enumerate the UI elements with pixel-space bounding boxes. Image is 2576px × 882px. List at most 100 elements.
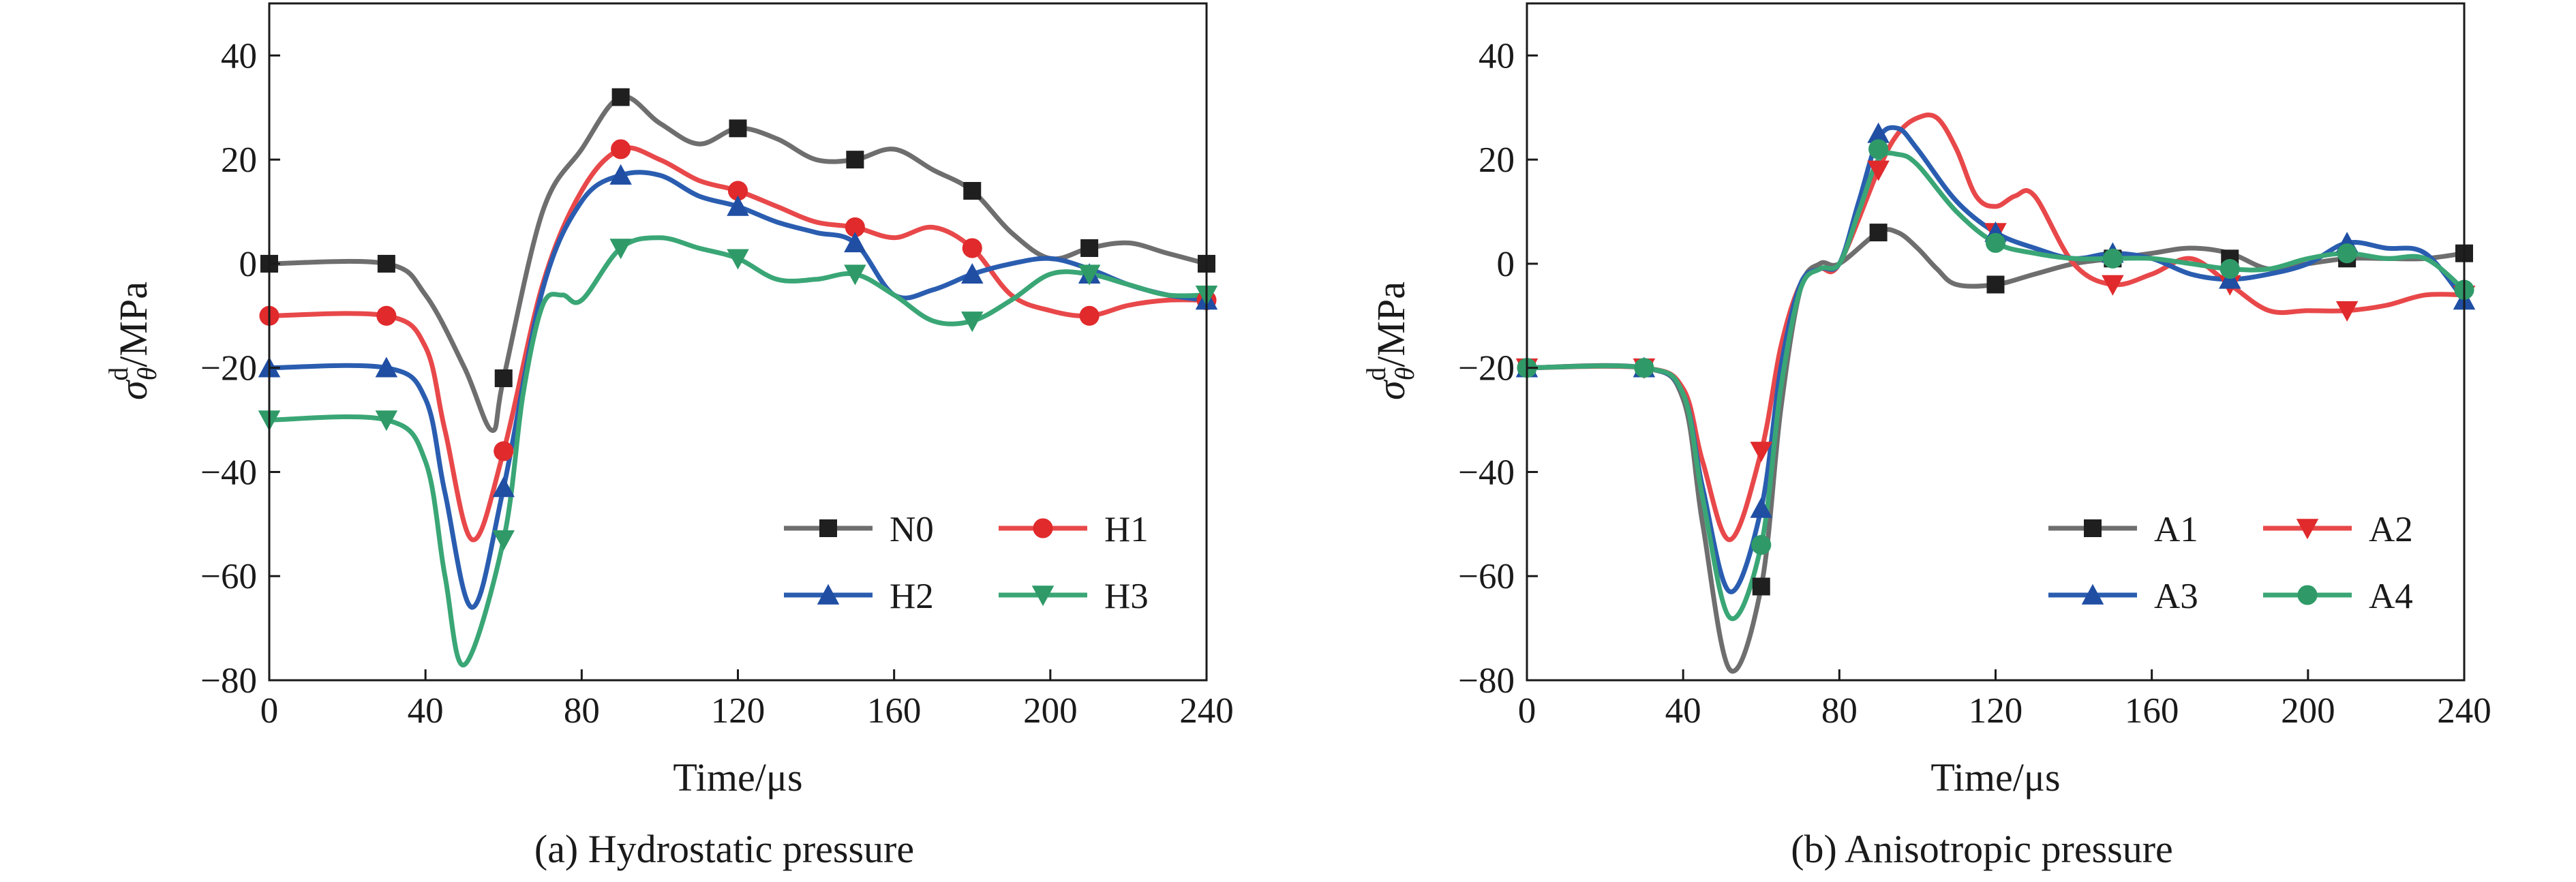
x-tick-label: 120 (711, 691, 766, 731)
marker-h2-point (609, 164, 632, 185)
x-axis: 0 40 80 120 160 200 240 (260, 669, 1234, 731)
legend-marker (819, 519, 837, 537)
y-tick-label: −80 (1458, 661, 1515, 701)
marker-h1-point (845, 217, 865, 238)
marker-h2-point (375, 356, 398, 378)
marker-h1-point (494, 441, 514, 461)
legend-marker (2081, 583, 2104, 605)
y-axis-unit: /MPa (111, 282, 155, 367)
series-line-h1 (267, 145, 1209, 543)
marker-a4-point (2219, 259, 2240, 279)
series-markers (1515, 122, 2476, 596)
series-line-a2 (1524, 112, 2467, 543)
y-axis-title: σθd/MPa (1361, 282, 1420, 400)
legend-marker (2296, 519, 2319, 540)
x-tick-label: 200 (2281, 691, 2335, 731)
x-axis: 0 40 80 120 160 200 240 (1518, 669, 2491, 731)
marker-h1-point (1079, 305, 1100, 326)
series-lines (1524, 112, 2467, 674)
marker-a1-point (1752, 577, 1770, 596)
x-tick-label: 160 (2125, 691, 2179, 731)
series-line-a4 (1524, 151, 2467, 622)
marker-h3-point (1078, 264, 1101, 286)
series-line-a1 (1524, 227, 2467, 674)
marker-a4-point (1634, 358, 1654, 378)
legend-label: H2 (890, 577, 934, 616)
x-tick-label: 160 (867, 691, 922, 731)
marker-a4-point (2102, 248, 2123, 269)
plot-frame (268, 2, 1208, 682)
legend-item-h1: H1 (999, 510, 1149, 549)
x-tick-label: 40 (1665, 691, 1701, 731)
y-axis-subscript: θ (132, 367, 162, 381)
y-tick-label: 20 (221, 140, 257, 180)
series-line-h2 (267, 170, 1209, 610)
marker-a2-point (1750, 442, 1772, 463)
marker-a1-point (1869, 224, 1888, 242)
marker-n0-point (963, 181, 982, 200)
legend-item-h2: H2 (784, 577, 934, 616)
y-axis: 40 20 0 −20 −40 −60 −80 (1458, 36, 1538, 701)
x-tick-label: 200 (1023, 691, 1078, 731)
marker-n0-point (611, 88, 630, 106)
legend-label: A1 (2154, 510, 2198, 549)
marker-h2-point (844, 232, 866, 253)
plot-frame (1526, 2, 2466, 682)
y-tick-label: −60 (200, 557, 257, 596)
marker-h1-point (727, 181, 748, 201)
legend-marker (817, 583, 840, 605)
legend-item-n0: N0 (784, 510, 934, 549)
y-tick-label: 40 (221, 36, 257, 76)
legend-item-a1: A1 (2048, 510, 2198, 549)
chart-hydrostatic-pressure: 0 40 80 120 160 200 24040200−20−40−60−80σθd/MP… (103, 2, 1234, 871)
x-tick-label: 80 (564, 691, 600, 731)
y-tick-label: −20 (200, 349, 257, 389)
series-line-n0 (267, 94, 1209, 433)
marker-h3-point (844, 264, 866, 286)
marker-a4-point (1751, 534, 1772, 555)
chart-caption: (a) Hydrostatic pressure (534, 827, 914, 871)
y-tick-label: 0 (1497, 245, 1515, 284)
y-tick-label: 20 (1479, 140, 1515, 180)
legend-item-a3: A3 (2048, 577, 2198, 616)
y-axis-symbol: σ (111, 379, 155, 400)
marker-h1-point (376, 305, 397, 326)
marker-a2-point (2335, 301, 2359, 322)
series-line-h3 (267, 235, 1209, 668)
x-tick-label: 40 (408, 691, 444, 731)
y-tick-label: −80 (200, 661, 257, 701)
marker-h2-point (961, 262, 984, 284)
x-tick-label: 240 (2437, 691, 2491, 731)
marker-h3-point (961, 311, 984, 333)
y-tick-label: −40 (200, 453, 257, 492)
marker-h2-point (492, 476, 515, 498)
legend-marker (1033, 518, 1053, 538)
marker-a1-point (1986, 275, 2005, 294)
chart-anisotropic-pressure: 0 40 80 120 160 200 24040200−20−40−60−80σθd/MP… (1361, 2, 2491, 871)
marker-h3-point (609, 239, 632, 260)
marker-n0-point (1080, 239, 1099, 258)
legend-marker (1031, 586, 1055, 607)
y-axis: 40 20 0 −20 −40 −60 −80 (200, 36, 280, 701)
x-tick-label: 0 (260, 691, 279, 731)
legend-label: A3 (2154, 577, 2198, 616)
x-tick-label: 120 (1969, 691, 2023, 731)
x-axis-title: Time/μs (1930, 755, 2060, 800)
x-tick-label: 240 (1179, 691, 1234, 731)
legend-marker (2297, 585, 2318, 605)
legend-label: A4 (2369, 577, 2413, 616)
y-axis-title: σθd/MPa (103, 282, 162, 400)
series-line-a3 (1524, 125, 2467, 594)
legend-label: H1 (1104, 510, 1149, 549)
legend-label: A2 (2369, 510, 2413, 549)
y-tick-label: 40 (1479, 36, 1515, 76)
y-axis-symbol: σ (1369, 379, 1413, 400)
marker-a2-point (2102, 275, 2124, 296)
marker-h1-point (962, 238, 982, 258)
y-axis-unit: /MPa (1369, 282, 1413, 367)
legend: A1 A2 A3 A4 (2048, 510, 2413, 616)
marker-a4-point (2337, 243, 2357, 264)
x-tick-label: 80 (1821, 691, 1858, 731)
marker-n0-point (729, 119, 747, 138)
